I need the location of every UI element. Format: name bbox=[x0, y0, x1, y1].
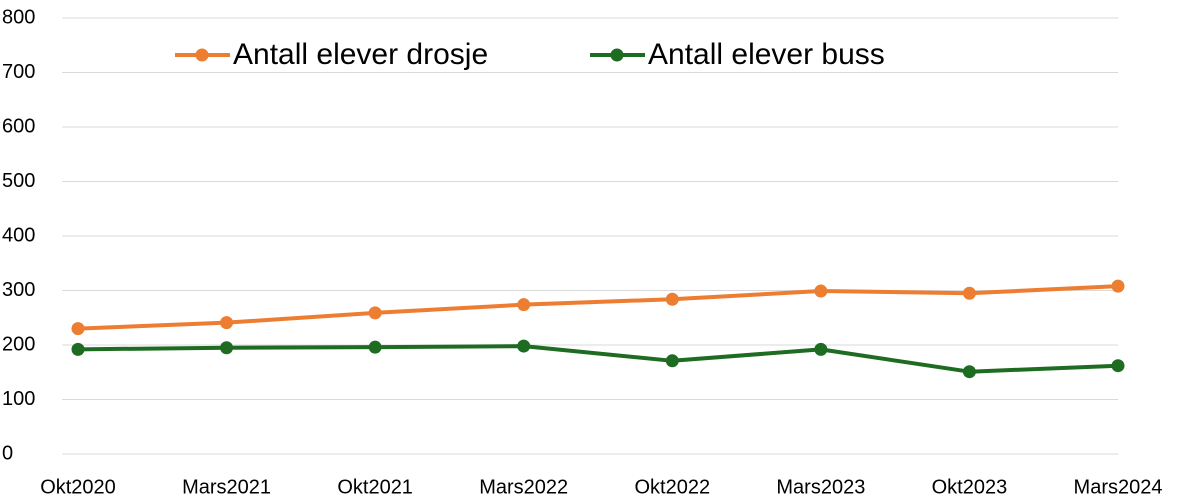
point bbox=[814, 342, 828, 356]
x-tick-label: Mars2023 bbox=[776, 476, 865, 498]
point bbox=[665, 292, 679, 306]
point bbox=[368, 306, 382, 320]
y-tick-label: 200 bbox=[2, 333, 35, 355]
x-tick-label: Mars2021 bbox=[182, 476, 271, 498]
point bbox=[814, 284, 828, 298]
x-tick-label: Mars2024 bbox=[1074, 476, 1163, 498]
point bbox=[220, 316, 234, 330]
x-tick-label: Okt2023 bbox=[932, 476, 1008, 498]
series-line bbox=[77, 284, 1119, 331]
point bbox=[71, 322, 85, 336]
y-tick-label: 500 bbox=[2, 170, 35, 192]
y-tick-label: 100 bbox=[2, 388, 35, 410]
point bbox=[517, 298, 531, 312]
point bbox=[71, 342, 85, 356]
y-tick-label: 400 bbox=[2, 224, 35, 246]
point bbox=[1111, 359, 1125, 373]
x-tick-label: Okt2021 bbox=[337, 476, 413, 498]
y-tick-label: 300 bbox=[2, 279, 35, 301]
y-tick-label: 600 bbox=[2, 115, 35, 137]
point bbox=[962, 365, 976, 379]
legend-label: Antall elever buss bbox=[648, 38, 885, 71]
series-line bbox=[77, 344, 1119, 374]
legend-marker bbox=[195, 48, 209, 62]
point bbox=[1111, 279, 1125, 293]
point bbox=[517, 339, 531, 353]
point bbox=[368, 340, 382, 354]
x-tick-label: Okt2022 bbox=[634, 476, 710, 498]
point bbox=[962, 286, 976, 300]
legend-marker bbox=[610, 48, 624, 62]
point bbox=[220, 341, 234, 355]
y-tick-label: 800 bbox=[2, 6, 35, 28]
y-tick-label: 700 bbox=[2, 61, 35, 83]
y-tick-label: 0 bbox=[2, 442, 13, 464]
x-tick-label: Mars2022 bbox=[479, 476, 568, 498]
legend-label: Antall elever drosje bbox=[233, 38, 488, 71]
point bbox=[665, 354, 679, 368]
x-tick-label: Okt2020 bbox=[40, 476, 116, 498]
